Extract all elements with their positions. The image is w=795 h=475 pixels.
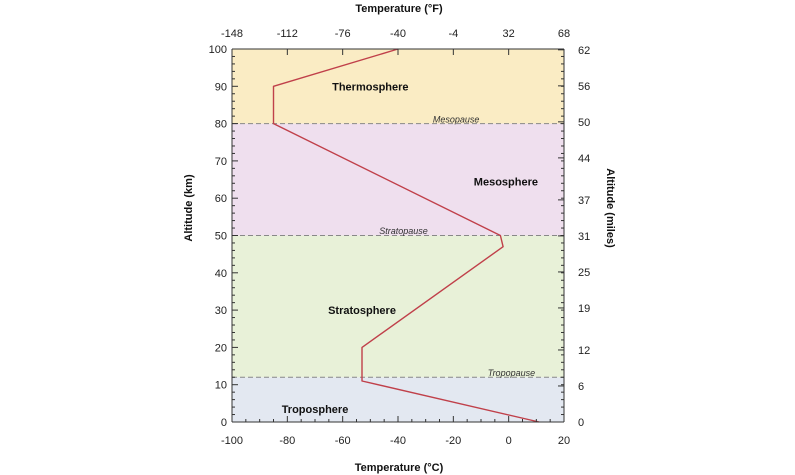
x-axis-title-celsius: Temperature (°C) — [355, 462, 444, 474]
layer-bands — [232, 49, 564, 422]
y-tick-label-km: 0 — [221, 417, 227, 429]
y-tick-label-miles: 6 — [578, 381, 584, 393]
y-tick-label-km: 30 — [215, 305, 227, 317]
boundary-label-stratopause: Stratopause — [379, 226, 428, 236]
y-tick-label-km: 60 — [215, 193, 227, 205]
x-tick-label-celsius: -20 — [445, 435, 461, 447]
y-tick-label-miles: 19 — [578, 303, 590, 315]
boundary-lines — [232, 123, 564, 378]
y-tick-label-miles: 31 — [578, 231, 590, 243]
x-tick-label-fahrenheit: 68 — [558, 28, 570, 40]
x-axis-title-fahrenheit: Temperature (°F) — [355, 3, 443, 15]
x-tick-label-fahrenheit: 32 — [503, 28, 515, 40]
y-tick-label-miles: 0 — [578, 417, 584, 429]
boundary-label-mesopause: Mesopause — [433, 114, 480, 124]
x-tick-label-celsius: -60 — [335, 435, 351, 447]
y-tick-label-miles: 44 — [578, 153, 590, 165]
x-tick-label-fahrenheit: -148 — [221, 28, 243, 40]
y-tick-label-km: 90 — [215, 81, 227, 93]
axes — [231, 48, 565, 423]
layer-label-troposphere: Troposphere — [282, 404, 349, 416]
layer-band-stratosphere — [232, 235, 564, 378]
y-tick-label-km: 70 — [215, 156, 227, 168]
x-tick-label-celsius: -40 — [390, 435, 406, 447]
boundary-labels: Tropopause Stratopause Mesopause — [379, 114, 535, 378]
temperature-profile-line — [272, 48, 540, 423]
layer-label-stratosphere: Stratosphere — [328, 305, 396, 317]
x-tick-label-fahrenheit: -112 — [277, 28, 298, 40]
layer-band-thermosphere — [232, 49, 564, 124]
y-tick-label-km: 10 — [215, 380, 227, 392]
x-tick-label-celsius: -100 — [221, 435, 243, 447]
x-tick-label-fahrenheit: -4 — [448, 28, 458, 40]
y-tick-label-miles: 62 — [578, 45, 590, 57]
y-tick-label-miles: 50 — [578, 117, 590, 129]
x-tick-label-celsius: 0 — [506, 435, 512, 447]
layer-label-mesosphere: Mesosphere — [474, 176, 538, 188]
x-tick-label-celsius: 20 — [558, 435, 570, 447]
y-tick-label-km: 50 — [215, 231, 227, 243]
y-tick-label-km: 20 — [215, 342, 227, 354]
boundary-label-tropopause: Tropopause — [488, 368, 535, 378]
x-tick-label-celsius: -80 — [279, 435, 295, 447]
layer-labels: Troposphere Stratosphere Mesosphere Thermos… — [282, 81, 538, 416]
y-tick-label-miles: 12 — [578, 345, 590, 357]
y-tick-label-km: 40 — [215, 268, 227, 280]
x-tick-label-fahrenheit: -40 — [390, 28, 406, 40]
tick-labels: 0 10 20 30 40 50 60 70 80 90 100 0 6 12 19 25 31 37 44 50 56… — [209, 28, 591, 447]
y-tick-label-miles: 25 — [578, 267, 590, 279]
y-tick-label-km: 100 — [209, 44, 227, 56]
temperature-profile — [272, 48, 540, 423]
y-tick-label-miles: 56 — [578, 81, 590, 93]
layer-band-mesosphere — [232, 123, 564, 236]
x-tick-label-fahrenheit: -76 — [335, 28, 351, 40]
y-tick-label-km: 80 — [215, 119, 227, 131]
layer-label-thermosphere: Thermosphere — [332, 81, 408, 93]
y-axis-title-km: Altitude (km) — [183, 174, 195, 242]
y-tick-label-miles: 37 — [578, 195, 590, 207]
y-axis-title-miles: Altitude (miles) — [604, 168, 616, 248]
